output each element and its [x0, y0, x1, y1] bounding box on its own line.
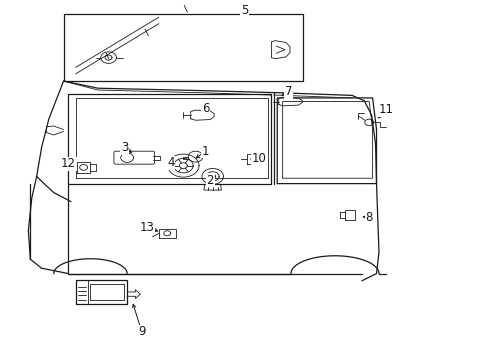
Text: 11: 11	[378, 103, 393, 116]
Text: 10: 10	[251, 152, 266, 165]
Text: 4: 4	[167, 156, 175, 169]
Text: 8: 8	[365, 211, 372, 224]
Text: 9: 9	[138, 325, 145, 338]
Text: 2: 2	[206, 174, 214, 186]
Text: 12: 12	[61, 157, 76, 170]
Text: 7: 7	[284, 85, 292, 98]
Text: 1: 1	[201, 145, 209, 158]
Text: 3: 3	[121, 141, 128, 154]
Text: 5: 5	[240, 4, 248, 17]
Text: 6: 6	[201, 102, 209, 114]
Text: 13: 13	[139, 221, 154, 234]
